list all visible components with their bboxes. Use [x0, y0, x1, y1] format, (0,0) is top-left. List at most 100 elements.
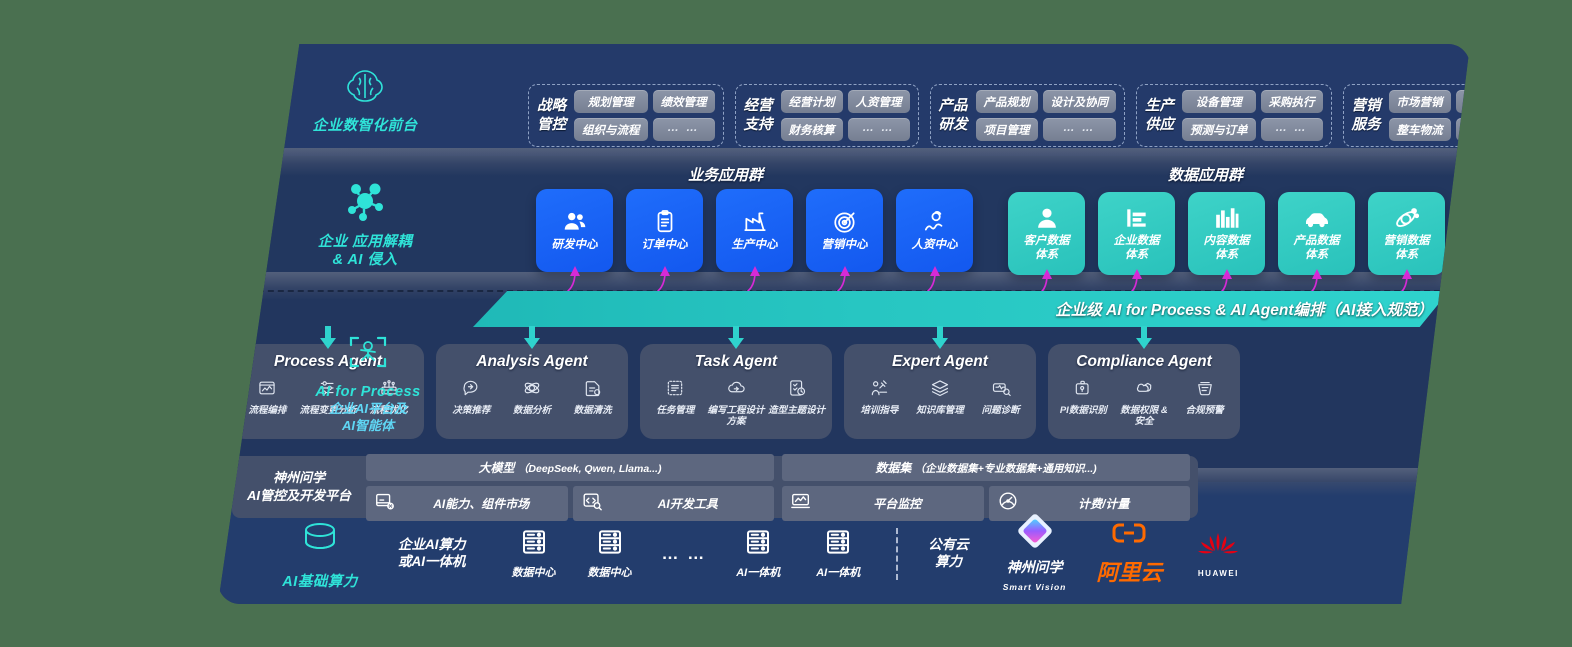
vendor-szwx[interactable]: 神州问学 Smart Vision [1003, 514, 1067, 594]
strategy-group-cells: 产品规划 设计及协同 项目管理… … [975, 90, 1116, 141]
platform-item[interactable]: 计费/计量 [988, 485, 1190, 521]
users-icon [562, 209, 588, 235]
person-scan-icon [288, 332, 448, 377]
agent-feature[interactable]: 流程优化 [359, 378, 418, 417]
server-icon [595, 527, 625, 562]
shelf-divider-1 [218, 148, 1470, 176]
strategy-cell[interactable]: 经营计划 [780, 90, 843, 113]
strategy-cell[interactable]: 人资管理 [847, 90, 910, 113]
agent-feature[interactable]: 数据权限 & 安全 [1115, 378, 1174, 428]
platform-dataset-bar: 数据集 （企业数据集+专业数据集+通用知识...) [782, 453, 1190, 481]
agent-feature[interactable]: 任务管理 [646, 378, 705, 417]
agent-feature[interactable]: 编写工程设计方案 [707, 378, 766, 428]
strategy-cell[interactable]: 绩效管理 [652, 90, 715, 113]
app-card[interactable]: 企业数据 体系 [1098, 192, 1175, 275]
strategy-cell[interactable]: 客户关系 [1455, 90, 1470, 113]
agent-feature[interactable]: 知识库管理 [911, 378, 970, 417]
app-card[interactable]: 内容数据 体系 [1188, 192, 1265, 275]
infra-node: AI一体机 [736, 527, 780, 581]
clean-data-icon [583, 378, 603, 403]
down-arrow-icon [726, 326, 746, 355]
agent-feature[interactable]: 培训指导 [850, 378, 909, 417]
agent-feature[interactable]: 问题诊断 [971, 378, 1030, 417]
app-card[interactable]: 客户数据 体系 [1008, 192, 1085, 275]
platform-item[interactable]: AI开发工具 [572, 485, 774, 521]
vendor-aliyun[interactable]: 阿里云 [1096, 522, 1162, 587]
agent-feature-label: 造型主题设计 [768, 405, 826, 416]
strategy-cell[interactable]: … … [1455, 118, 1470, 141]
platform-item-label: 计费/计量 [1078, 496, 1130, 511]
app-card[interactable]: 订单中心 [626, 189, 703, 272]
down-arrow-icon [318, 326, 338, 355]
strategy-cell[interactable]: 产品规划 [975, 90, 1038, 113]
rail-ai-for-process-line1: AI for Process [315, 384, 421, 400]
strategy-cell[interactable]: 预测与订单 [1182, 118, 1256, 141]
platform-item[interactable]: 平台监控 [782, 485, 984, 521]
app-card[interactable]: 研发中心 [536, 189, 613, 272]
rail-front-office: 企业数智化前台 [290, 66, 440, 135]
agent-feature[interactable]: 造型主题设计 [767, 378, 826, 417]
agent-title: Analysis Agent [476, 353, 588, 370]
agent-feature[interactable]: 决策推荐 [442, 378, 501, 417]
app-card[interactable]: 营销中心 [806, 189, 883, 272]
platform-item[interactable]: AI能力、组件市场 [366, 485, 568, 521]
app-card[interactable]: 人资中心 [896, 189, 973, 272]
agent-feature[interactable]: PI数据识别 [1054, 378, 1113, 417]
strategy-cell[interactable]: 规划管理 [574, 90, 648, 113]
strategy-cell[interactable]: 财务核算 [780, 118, 843, 141]
strategy-cell[interactable]: 设备管理 [1182, 90, 1256, 113]
platform-left-items: AI能力、组件市场 AI开发工具 [366, 485, 774, 521]
platform-left-column: 大模型 （DeepSeek, Qwen, Llama...) AI能力、组件市场… [366, 453, 774, 521]
app-card[interactable]: 生产中心 [716, 189, 793, 272]
infra-node-label: AI一体机 [736, 567, 781, 580]
agent-card[interactable]: Task Agent 任务管理 编写工程设计方案 造型主题设计 [640, 326, 832, 439]
agent-feature-label: 流程变更分析 [299, 405, 357, 416]
agent-feature[interactable]: 流程变更分析 [299, 378, 358, 417]
vendor-huawei[interactable]: HUAWEI [1196, 531, 1240, 578]
shield-cloud-icon [1134, 378, 1154, 403]
server-icon [519, 527, 549, 562]
agent-feature[interactable]: 流程编排 [238, 378, 297, 417]
atom-icon [1394, 205, 1420, 231]
strategy-cell[interactable]: 组织与流程 [574, 118, 648, 141]
architecture-board: 战略 管控 规划管理 绩效管理 组织与流程… … 经营 支持 经营计划 人资管理 财务核算… … 产… [218, 44, 1470, 604]
agent-card[interactable]: Process Agent 流程编排 流程变更分析 流程优化 [232, 326, 424, 439]
strategy-cell[interactable]: … … [847, 118, 910, 141]
infra-node-label: 数据中心 [511, 567, 556, 580]
diagnose-icon [991, 378, 1011, 403]
task-grid-icon [665, 378, 685, 403]
app-card-label: 营销数据 体系 [1383, 234, 1430, 261]
agent-feature-label: 决策推荐 [452, 405, 491, 416]
strategy-cell[interactable]: 项目管理 [975, 118, 1038, 141]
infra-ellipsis: … … [661, 544, 707, 564]
brain-icon [290, 66, 440, 111]
flow-chart-icon [257, 378, 277, 403]
strategy-cell[interactable]: 整车物流 [1388, 118, 1451, 141]
strategy-cell[interactable]: 设计及协同 [1042, 90, 1116, 113]
strategy-cell[interactable]: … … [1260, 118, 1323, 141]
target-icon [832, 209, 858, 235]
strategy-group-cells: 市场营销客户关系整车物流 … … [1388, 90, 1470, 141]
agent-feature-label: 问题诊断 [981, 405, 1020, 416]
strategy-cell[interactable]: 采购执行 [1260, 90, 1323, 113]
agent-features: 决策推荐 数据分析 数据清洗 [442, 378, 622, 417]
strategy-cell[interactable]: 市场营销 [1388, 90, 1451, 113]
agent-feature-label: 编写工程设计方案 [707, 405, 765, 427]
agent-card[interactable]: Expert Agent 培训指导 知识库管理 问题诊断 [844, 326, 1036, 439]
agent-card[interactable]: Compliance Agent PI数据识别 数据权限 & 安全 合规预警 [1048, 326, 1240, 439]
strategy-group: 产品 研发 产品规划 设计及协同 项目管理… … [929, 84, 1125, 147]
app-card[interactable]: 产品数据 体系 [1278, 192, 1355, 275]
strategy-group-title: 战略 管控 [537, 98, 566, 133]
car-icon [1303, 205, 1331, 231]
app-card[interactable]: 营销数据 体系 [1368, 192, 1445, 275]
platform-item-label: AI开发工具 [657, 496, 718, 511]
strategy-group: 生产 供应 设备管理 采购执行 预测与订单… … [1136, 84, 1332, 147]
agent-card[interactable]: Analysis Agent 决策推荐 数据分析 数据清洗 [436, 326, 628, 439]
agent-feature[interactable]: 数据清洗 [563, 378, 622, 417]
agent-feature[interactable]: 合规预警 [1175, 378, 1234, 417]
strategy-cell[interactable]: … … [652, 118, 715, 141]
agent-feature[interactable]: 数据分析 [503, 378, 562, 417]
down-arrow-icon [1134, 326, 1154, 355]
strategy-cell[interactable]: … … [1042, 118, 1116, 141]
